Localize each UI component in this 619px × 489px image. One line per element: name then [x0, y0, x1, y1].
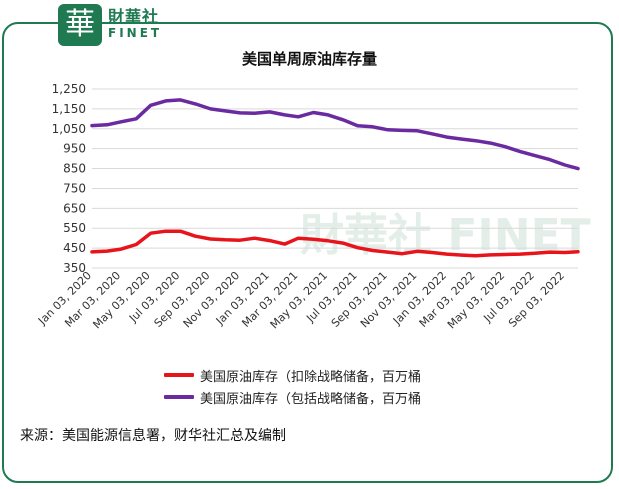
y-tick-label: 1,050 — [52, 122, 86, 136]
finet-logo: 華 — [58, 4, 102, 46]
y-tick-label: 950 — [63, 142, 86, 156]
series-line — [90, 98, 580, 171]
legend-label: 美国原油库存（包括战略储备，百万桶 — [200, 391, 422, 407]
y-tick-label: 1,150 — [52, 102, 86, 116]
y-tick-label: 550 — [63, 221, 86, 235]
legend-item: 美国原油库存（包括战略储备，百万桶 — [164, 386, 421, 408]
y-tick-label: 650 — [63, 201, 86, 215]
legend-label: 美国原油库存（扣除战略储备，百万桶 — [200, 369, 422, 385]
y-tick-label: 1,250 — [52, 82, 86, 96]
brand-name-cn: 財華社 — [108, 7, 160, 26]
y-tick-label: 450 — [63, 241, 86, 255]
brand-name-en: FINET — [108, 26, 163, 40]
chart-legend: 美国原油库存（扣除战略储备，百万桶 美国原油库存（包括战略储备，百万桶 — [164, 364, 421, 408]
y-tick-label: 850 — [63, 162, 86, 176]
legend-swatch — [164, 373, 194, 377]
series-line — [90, 229, 580, 258]
brand-name: 財華社 FINET — [108, 7, 163, 41]
chart-title: 美国单周原油库存量 — [241, 50, 377, 68]
y-tick-label: 750 — [63, 181, 86, 195]
legend-swatch — [164, 395, 194, 399]
source-note: 来源：美国能源信息署，财华社汇总及编制 — [20, 428, 286, 444]
legend-item: 美国原油库存（扣除战略储备，百万桶 — [164, 364, 421, 386]
y-tick-label: 350 — [63, 261, 86, 275]
